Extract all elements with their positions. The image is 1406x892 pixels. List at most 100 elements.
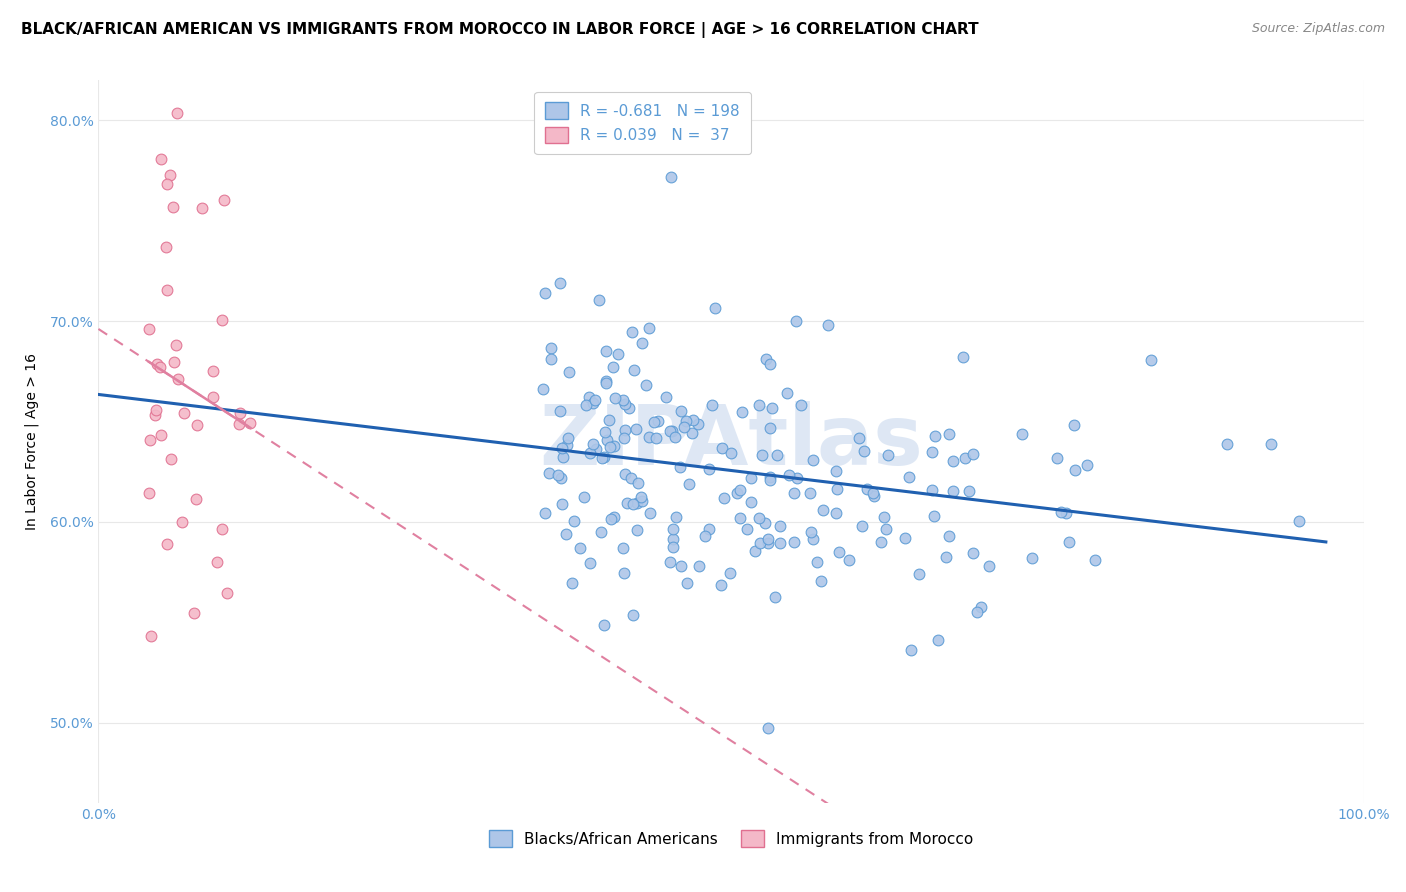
Point: [613, 566, 636, 580]
Point: [962, 447, 984, 461]
Point: [551, 450, 574, 465]
Point: [766, 448, 789, 462]
Point: [215, 586, 238, 600]
Point: [555, 437, 578, 451]
Point: [612, 541, 634, 555]
Point: [612, 393, 634, 408]
Point: [156, 536, 179, 550]
Point: [959, 484, 981, 499]
Point: [1216, 437, 1239, 451]
Point: [759, 473, 782, 487]
Y-axis label: In Labor Force | Age > 16: In Labor Force | Age > 16: [24, 353, 38, 530]
Point: [595, 376, 617, 391]
Point: [537, 467, 560, 481]
Point: [924, 508, 946, 523]
Point: [704, 301, 727, 315]
Point: [159, 168, 181, 182]
Point: [789, 398, 811, 412]
Point: [783, 486, 806, 500]
Point: [637, 321, 659, 335]
Point: [977, 558, 1000, 573]
Point: [647, 414, 669, 428]
Point: [155, 240, 177, 254]
Point: [162, 201, 184, 215]
Point: [754, 516, 776, 530]
Point: [748, 398, 770, 412]
Point: [554, 527, 576, 541]
Point: [908, 567, 931, 582]
Point: [800, 525, 823, 540]
Point: [728, 510, 751, 524]
Point: [661, 425, 683, 439]
Point: [697, 462, 720, 476]
Point: [852, 443, 875, 458]
Point: [769, 536, 792, 550]
Point: [668, 459, 690, 474]
Point: [212, 193, 235, 207]
Point: [756, 536, 779, 550]
Text: BLACK/AFRICAN AMERICAN VS IMMIGRANTS FROM MOROCCO IN LABOR FORCE | AGE > 16 CORR: BLACK/AFRICAN AMERICAN VS IMMIGRANTS FRO…: [21, 22, 979, 38]
Point: [900, 642, 922, 657]
Point: [548, 276, 571, 290]
Point: [579, 446, 602, 460]
Point: [540, 341, 562, 355]
Point: [173, 407, 195, 421]
Point: [678, 476, 700, 491]
Point: [763, 590, 786, 604]
Point: [149, 360, 172, 375]
Point: [585, 442, 607, 456]
Point: [620, 470, 643, 484]
Point: [170, 515, 193, 529]
Point: [1140, 353, 1163, 368]
Point: [599, 440, 621, 454]
Point: [626, 422, 648, 436]
Point: [758, 533, 780, 547]
Point: [665, 509, 688, 524]
Point: [659, 424, 682, 438]
Point: [550, 471, 572, 485]
Point: [751, 448, 773, 462]
Point: [239, 416, 262, 430]
Point: [1049, 505, 1071, 519]
Point: [598, 413, 620, 427]
Point: [938, 529, 960, 543]
Point: [1076, 458, 1098, 472]
Point: [589, 524, 612, 539]
Point: [921, 445, 943, 459]
Point: [935, 550, 957, 565]
Point: [710, 442, 733, 456]
Point: [557, 432, 579, 446]
Point: [1011, 426, 1033, 441]
Point: [167, 372, 190, 386]
Point: [621, 608, 644, 623]
Point: [799, 486, 821, 500]
Point: [758, 357, 780, 371]
Point: [759, 470, 782, 484]
Point: [759, 421, 782, 435]
Point: [620, 325, 643, 339]
Point: [205, 555, 228, 569]
Point: [688, 558, 710, 573]
Point: [675, 415, 697, 429]
Point: [673, 420, 696, 434]
Point: [165, 338, 187, 352]
Text: ZIPAtlas: ZIPAtlas: [538, 401, 924, 482]
Point: [810, 574, 832, 588]
Point: [614, 467, 637, 482]
Point: [761, 401, 783, 415]
Point: [801, 532, 824, 546]
Point: [645, 431, 668, 445]
Point: [583, 392, 606, 407]
Point: [720, 446, 742, 460]
Point: [877, 448, 900, 462]
Point: [149, 152, 172, 166]
Point: [755, 352, 778, 367]
Point: [713, 491, 735, 505]
Point: [693, 529, 716, 543]
Point: [682, 413, 704, 427]
Point: [166, 106, 188, 120]
Point: [582, 396, 605, 410]
Point: [686, 417, 709, 431]
Point: [211, 312, 233, 326]
Point: [801, 453, 824, 467]
